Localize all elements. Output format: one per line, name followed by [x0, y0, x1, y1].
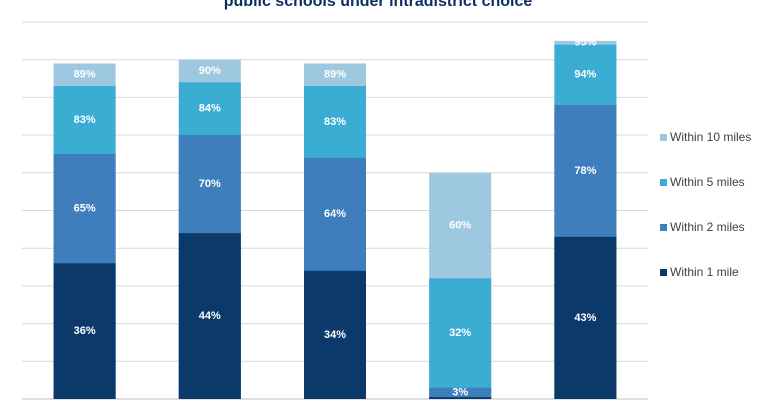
value-label: 95%: [574, 37, 596, 49]
legend-label: Within 1 mile: [670, 265, 739, 279]
bar: [53, 263, 116, 399]
value-label: 84%: [199, 103, 221, 115]
value-label: 44%: [199, 310, 221, 322]
bar: [304, 270, 366, 399]
value-label: 78%: [574, 165, 596, 177]
value-label: 94%: [574, 69, 596, 81]
value-label: 89%: [324, 69, 346, 81]
bar: [178, 233, 241, 399]
value-label: 64%: [324, 208, 346, 220]
value-label: 32%: [449, 327, 471, 339]
value-label: 43%: [574, 312, 596, 324]
value-label: 70%: [199, 178, 221, 190]
value-label: 90%: [199, 65, 221, 77]
value-label: 65%: [74, 203, 96, 215]
legend-swatch: [660, 269, 667, 276]
value-label: 60%: [449, 219, 471, 231]
value-label: 83%: [74, 114, 96, 126]
value-label: 89%: [74, 69, 96, 81]
legend-swatch: [660, 179, 667, 186]
chart-title: public schools under intradistrict choic…: [224, 0, 533, 10]
value-label: 83%: [324, 116, 346, 128]
legend-label: Within 2 miles: [670, 220, 745, 234]
value-label: 36%: [74, 325, 96, 337]
bar: [429, 397, 492, 399]
value-label: 3%: [452, 386, 468, 398]
legend-swatch: [660, 224, 667, 231]
bar: [554, 236, 617, 399]
bar: [429, 387, 492, 399]
legend-label: Within 10 miles: [670, 130, 751, 144]
legend-label: Within 5 miles: [670, 175, 745, 189]
legend-swatch: [660, 134, 667, 141]
value-label: 34%: [324, 329, 346, 341]
bar: [429, 278, 492, 399]
